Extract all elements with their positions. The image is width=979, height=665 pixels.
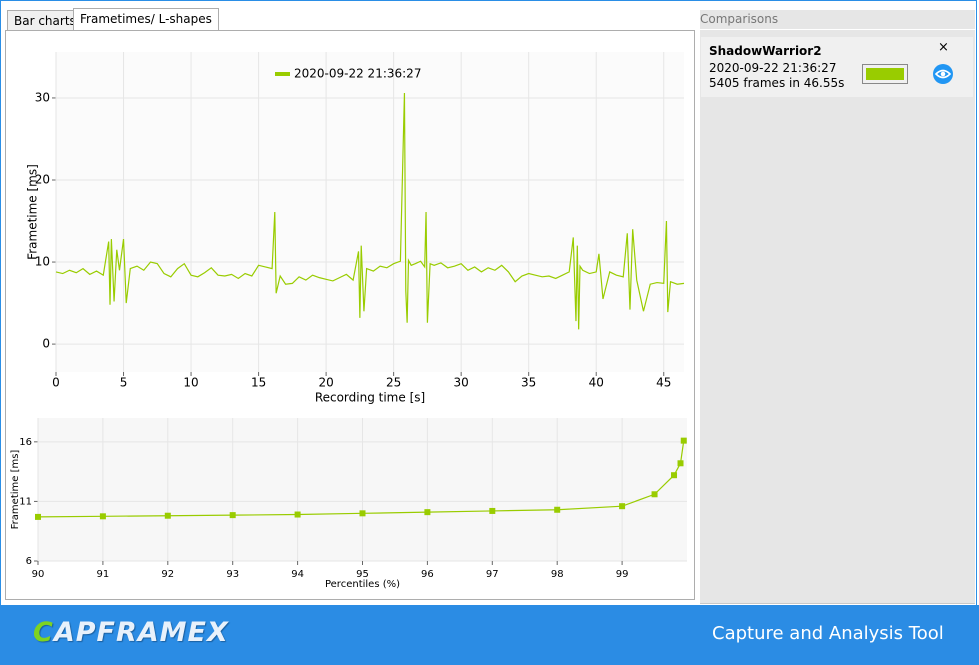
x-tick-label: 91 xyxy=(97,569,110,580)
x-tick-label: 95 xyxy=(356,569,369,580)
game-name: ShadowWarrior2 xyxy=(709,44,822,58)
y-axis-title: Frametime [ms] xyxy=(26,164,40,260)
x-tick-label: 90 xyxy=(32,569,45,580)
data-point xyxy=(294,511,301,518)
x-tick-label: 40 xyxy=(589,376,604,390)
y-tick-label: 16 xyxy=(19,437,32,448)
x-tick-label: 10 xyxy=(183,376,198,390)
tagline: Capture and Analysis Tool xyxy=(712,623,944,644)
logo: CAPFRAMEX xyxy=(33,617,229,648)
panel-title: Comparisons xyxy=(700,12,975,30)
x-tick-label: 99 xyxy=(616,569,629,580)
x-axis-title: Percentiles (%) xyxy=(325,579,400,590)
x-tick-label: 96 xyxy=(421,569,434,580)
x-tick-label: 30 xyxy=(454,376,469,390)
x-tick-label: 98 xyxy=(551,569,564,580)
y-tick-label: 6 xyxy=(26,556,32,567)
x-tick-label: 45 xyxy=(656,376,671,390)
x-tick-label: 93 xyxy=(226,569,239,580)
chart-panel xyxy=(5,30,695,600)
y-tick-label: 11 xyxy=(19,496,32,507)
comparisons-panel: Comparisons ShadowWarrior2 2020-09-22 21… xyxy=(700,10,975,604)
y-tick-label: 0 xyxy=(42,337,50,351)
x-tick-label: 20 xyxy=(318,376,333,390)
x-tick-label: 5 xyxy=(120,376,128,390)
data-point xyxy=(680,437,687,444)
visibility-toggle[interactable] xyxy=(933,64,953,84)
color-swatch xyxy=(866,68,904,80)
y-axis-title: Frametime [ms] xyxy=(10,450,21,530)
charts: 0 10 20 30 0 5 10 15 20 25 30 35 40 45 Recording time … xyxy=(10,52,687,590)
x-tick-label: 25 xyxy=(386,376,401,390)
close-button[interactable]: × xyxy=(938,40,949,55)
x-tick-label: 35 xyxy=(521,376,536,390)
data-point xyxy=(651,491,658,498)
tab-active[interactable]: Frametimes/ L-shapes xyxy=(73,8,219,30)
data-point xyxy=(424,509,431,516)
comparison-card[interactable]: ShadowWarrior2 2020-09-22 21:36:27 5405 … xyxy=(701,37,973,97)
record-date: 2020-09-22 21:36:27 xyxy=(709,61,837,75)
x-tick-label: 92 xyxy=(161,569,174,580)
data-point xyxy=(677,460,684,467)
x-tick-label: 15 xyxy=(251,376,266,390)
data-point xyxy=(35,513,41,520)
record-summary: 5405 frames in 46.55s xyxy=(709,76,845,90)
color-picker[interactable] xyxy=(860,62,910,86)
data-line xyxy=(37,440,685,518)
data-point xyxy=(359,510,366,517)
x-tick-label: 94 xyxy=(291,569,304,580)
data-point xyxy=(99,513,106,520)
data-point xyxy=(671,472,678,479)
data-point xyxy=(229,512,236,519)
footer: CAPFRAMEX Capture and Analysis Tool xyxy=(0,605,979,665)
data-point xyxy=(554,506,561,513)
y-tick-label: 20 xyxy=(35,173,50,187)
y-tick-label: 30 xyxy=(35,90,50,104)
legend-label: 2020-09-22 21:36:27 xyxy=(294,67,421,81)
x-tick-label: 97 xyxy=(486,569,499,580)
x-axis-title: Recording time [s] xyxy=(315,391,425,405)
data-point xyxy=(489,507,496,514)
plot-area xyxy=(56,52,684,372)
y-tick-label: 10 xyxy=(35,255,50,269)
data-line xyxy=(55,93,685,330)
x-tick-label: 0 xyxy=(52,376,60,390)
tab[interactable]: Bar charts xyxy=(7,10,83,30)
data-point xyxy=(619,503,626,510)
data-point xyxy=(164,512,171,519)
